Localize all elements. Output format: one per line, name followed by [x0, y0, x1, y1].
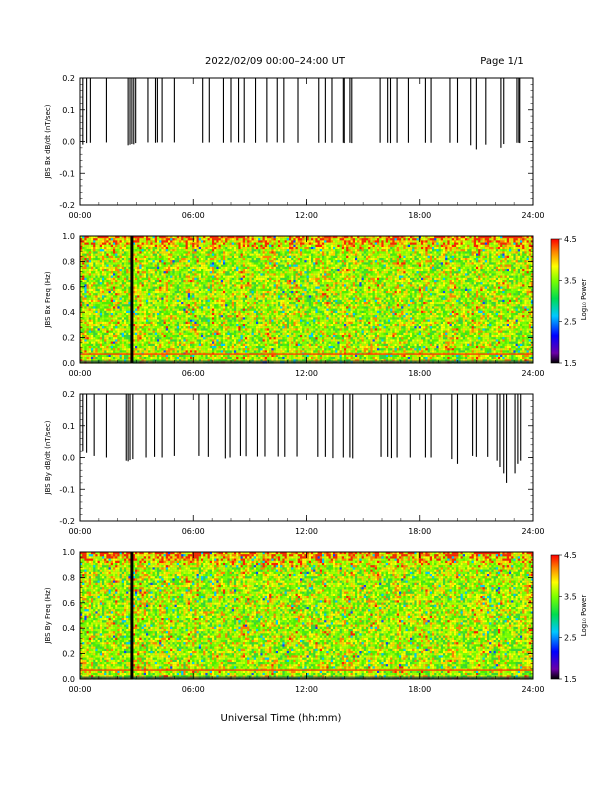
panel-4: 1.5 2.5 3.5 4.5 Log₁₀ Power 0.0 0.2 0.4 0.6 0.8 1.…: [44, 548, 588, 694]
heatmap-cells: [80, 552, 534, 680]
x-tick-label: 24:00: [521, 527, 544, 536]
plot-frame: [79, 393, 534, 522]
page-number: Page 1/1: [480, 56, 523, 67]
y-tick-label: 0.4: [62, 624, 75, 633]
y-tick-label: 0.8: [62, 257, 75, 266]
chart-title: 2022/02/09 00:00–24:00 UT: [205, 56, 346, 67]
y-tick-label: 0.0: [62, 454, 75, 463]
x-tick-label: 06:00: [182, 369, 205, 378]
x-tick-label: 24:00: [521, 211, 544, 220]
y-tick-label: 0.2: [62, 650, 75, 659]
colorbar-tick-label: 2.5: [564, 634, 577, 643]
colorbar-tick-label: 3.5: [564, 276, 577, 285]
y-axis-label: JBS Bx Freq (Hz): [44, 271, 52, 328]
panels: -0.2 -0.1 0.0 0.1 0.2 00:00 06:00 12:00 18:00 24:…: [44, 74, 588, 694]
y-tick-label: -0.1: [59, 169, 75, 178]
colorbar-tick-label: 4.5: [564, 235, 577, 244]
x-tick-label: 00:00: [68, 369, 91, 378]
heatmap-data-gap: [130, 552, 134, 679]
x-tick-label: 00:00: [68, 527, 91, 536]
y-tick-label: 0.6: [62, 283, 75, 292]
x-tick-label: 12:00: [295, 685, 318, 694]
x-tick-label: 00:00: [68, 685, 91, 694]
x-tick-label: 18:00: [408, 685, 431, 694]
colorbar-tick-label: 2.5: [564, 318, 577, 327]
y-tick-label: 0.0: [62, 675, 75, 684]
colorbar: [550, 554, 560, 680]
panel-3: -0.2 -0.1 0.0 0.1 0.2 00:00 06:00 12:00 18:00 24:…: [44, 390, 545, 536]
panel-1: -0.2 -0.1 0.0 0.1 0.2 00:00 06:00 12:00 18:00 24:…: [44, 74, 545, 220]
x-tick-label: 00:00: [68, 211, 91, 220]
x-tick-label: 18:00: [408, 369, 431, 378]
y-tick-label: 0.1: [62, 422, 75, 431]
series-spikes: [82, 394, 522, 483]
x-tick-label: 06:00: [182, 685, 205, 694]
x-tick-label: 18:00: [408, 211, 431, 220]
x-tick-label: 18:00: [408, 527, 431, 536]
colorbar-tick-label: 1.5: [564, 675, 577, 684]
x-tick-label: 24:00: [521, 685, 544, 694]
y-tick-label: 0.2: [62, 334, 75, 343]
panel-2: 1.5 2.5 3.5 4.5 Log₁₀ Power 0.0 0.2 0.4 0.6 0.8 1.…: [44, 232, 588, 378]
y-axis-label: JBS By Freq (Hz): [44, 587, 52, 644]
y-tick-label: 0.2: [62, 390, 75, 399]
y-tick-label: 0.2: [62, 74, 75, 83]
colorbar-tick-label: 3.5: [564, 592, 577, 601]
x-axis-label: Universal Time (hh:mm): [221, 713, 342, 724]
y-tick-label: -0.1: [59, 485, 75, 494]
y-tick-label: 0.8: [62, 573, 75, 582]
x-tick-label: 24:00: [521, 369, 544, 378]
y-tick-label: 1.0: [62, 548, 75, 557]
y-tick-label: 0.0: [62, 138, 75, 147]
y-tick-label: 1.0: [62, 232, 75, 241]
colorbar: [550, 238, 560, 364]
x-tick-label: 12:00: [295, 527, 318, 536]
series-spikes: [82, 78, 521, 150]
colorbar-label: Log₁₀ Power: [580, 595, 588, 637]
y-axis-label: JBS Bx dB/dt (nT/sec): [44, 104, 52, 179]
x-tick-label: 06:00: [182, 211, 205, 220]
x-tick-label: 12:00: [295, 369, 318, 378]
colorbar-label: Log₁₀ Power: [580, 279, 588, 321]
y-tick-label: 0.1: [62, 106, 75, 115]
x-tick-label: 12:00: [295, 211, 318, 220]
colorbar-tick-label: 4.5: [564, 551, 577, 560]
y-tick-label: -0.2: [59, 201, 75, 210]
colorbar-tick-label: 1.5: [564, 359, 577, 368]
x-tick-label: 06:00: [182, 527, 205, 536]
y-tick-label: 0.6: [62, 599, 75, 608]
y-axis-label: JBS By dB/dt (nT/sec): [44, 420, 52, 495]
y-tick-label: -0.2: [59, 517, 75, 526]
heatmap-cells: [80, 236, 534, 364]
y-tick-label: 0.0: [62, 359, 75, 368]
y-tick-label: 0.4: [62, 308, 75, 317]
heatmap-data-gap: [130, 236, 134, 363]
